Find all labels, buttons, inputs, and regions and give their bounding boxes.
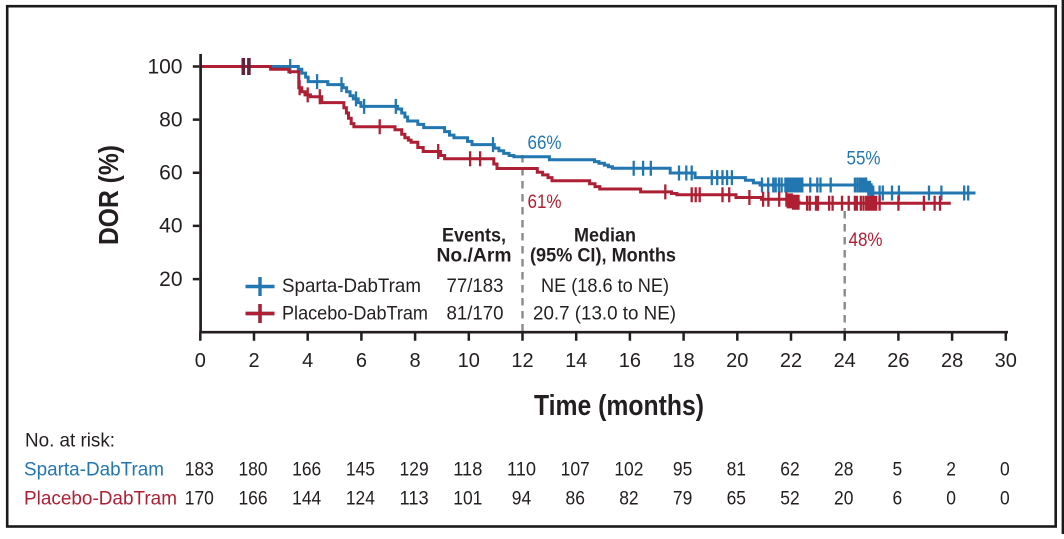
svg-text:166: 166 [292, 460, 321, 481]
svg-text:4: 4 [302, 350, 313, 372]
svg-text:166: 166 [238, 489, 267, 510]
svg-text:95: 95 [673, 460, 692, 481]
svg-text:0: 0 [946, 489, 956, 510]
svg-text:129: 129 [400, 460, 429, 481]
svg-text:113: 113 [400, 489, 429, 510]
svg-text:81/170: 81/170 [447, 303, 504, 325]
svg-text:55%: 55% [847, 149, 881, 170]
svg-text:18: 18 [672, 350, 694, 372]
svg-text:Sparta-DabTram: Sparta-DabTram [24, 459, 164, 481]
svg-text:20: 20 [834, 489, 853, 510]
svg-text:80: 80 [159, 108, 182, 131]
svg-text:82: 82 [619, 489, 638, 510]
svg-text:124: 124 [346, 489, 375, 510]
svg-text:DOR (%): DOR (%) [93, 145, 124, 245]
svg-text:102: 102 [614, 460, 643, 481]
svg-text:66%: 66% [528, 133, 562, 154]
svg-text:60: 60 [159, 162, 182, 185]
svg-text:Median: Median [574, 225, 636, 247]
svg-text:2: 2 [946, 460, 956, 481]
svg-text:110: 110 [507, 460, 536, 481]
svg-text:145: 145 [346, 460, 375, 481]
svg-text:NE (18.6 to NE): NE (18.6 to NE) [541, 275, 669, 297]
svg-text:0: 0 [195, 350, 206, 372]
svg-text:144: 144 [292, 489, 321, 510]
svg-text:Time (months): Time (months) [534, 390, 704, 422]
svg-text:180: 180 [238, 460, 267, 481]
svg-text:170: 170 [185, 489, 214, 510]
svg-text:10: 10 [458, 350, 480, 372]
svg-text:28: 28 [834, 460, 853, 481]
svg-text:20: 20 [159, 268, 182, 291]
svg-text:65: 65 [727, 489, 746, 510]
svg-text:101: 101 [453, 489, 482, 510]
svg-text:20.7 (13.0 to NE): 20.7 (13.0 to NE) [533, 303, 676, 325]
svg-text:0: 0 [1000, 460, 1010, 481]
svg-text:61%: 61% [528, 192, 562, 213]
svg-text:81: 81 [727, 460, 746, 481]
svg-text:79: 79 [673, 489, 692, 510]
svg-text:No. at risk:: No. at risk: [25, 430, 115, 452]
svg-text:2: 2 [248, 350, 259, 372]
svg-text:48%: 48% [849, 230, 883, 251]
svg-text:Placebo-DabTram: Placebo-DabTram [282, 303, 428, 325]
svg-text:Sparta-DabTram: Sparta-DabTram [282, 275, 421, 297]
svg-text:20: 20 [726, 350, 748, 372]
svg-text:30: 30 [995, 350, 1017, 372]
svg-text:6: 6 [356, 350, 367, 372]
svg-text:5: 5 [893, 460, 903, 481]
svg-text:No./Arm: No./Arm [437, 245, 512, 267]
svg-text:118: 118 [453, 460, 482, 481]
svg-text:14: 14 [565, 350, 587, 372]
svg-text:28: 28 [941, 350, 963, 372]
svg-text:24: 24 [834, 350, 856, 372]
svg-text:52: 52 [780, 489, 799, 510]
svg-text:107: 107 [561, 460, 590, 481]
svg-text:22: 22 [780, 350, 802, 372]
svg-text:77/183: 77/183 [447, 275, 504, 297]
svg-text:8: 8 [410, 350, 421, 372]
svg-text:86: 86 [566, 489, 585, 510]
svg-text:0: 0 [1000, 489, 1010, 510]
svg-text:183: 183 [185, 460, 214, 481]
svg-text:40: 40 [159, 215, 182, 238]
svg-text:62: 62 [780, 460, 799, 481]
svg-text:26: 26 [887, 350, 909, 372]
svg-text:100: 100 [147, 55, 182, 78]
svg-text:6: 6 [893, 489, 903, 510]
svg-text:94: 94 [512, 489, 532, 510]
svg-text:12: 12 [511, 350, 533, 372]
svg-text:(95% CI), Months: (95% CI), Months [530, 245, 676, 267]
svg-text:Placebo-DabTram: Placebo-DabTram [24, 488, 177, 510]
svg-text:16: 16 [619, 350, 641, 372]
svg-text:Events,: Events, [442, 225, 506, 247]
